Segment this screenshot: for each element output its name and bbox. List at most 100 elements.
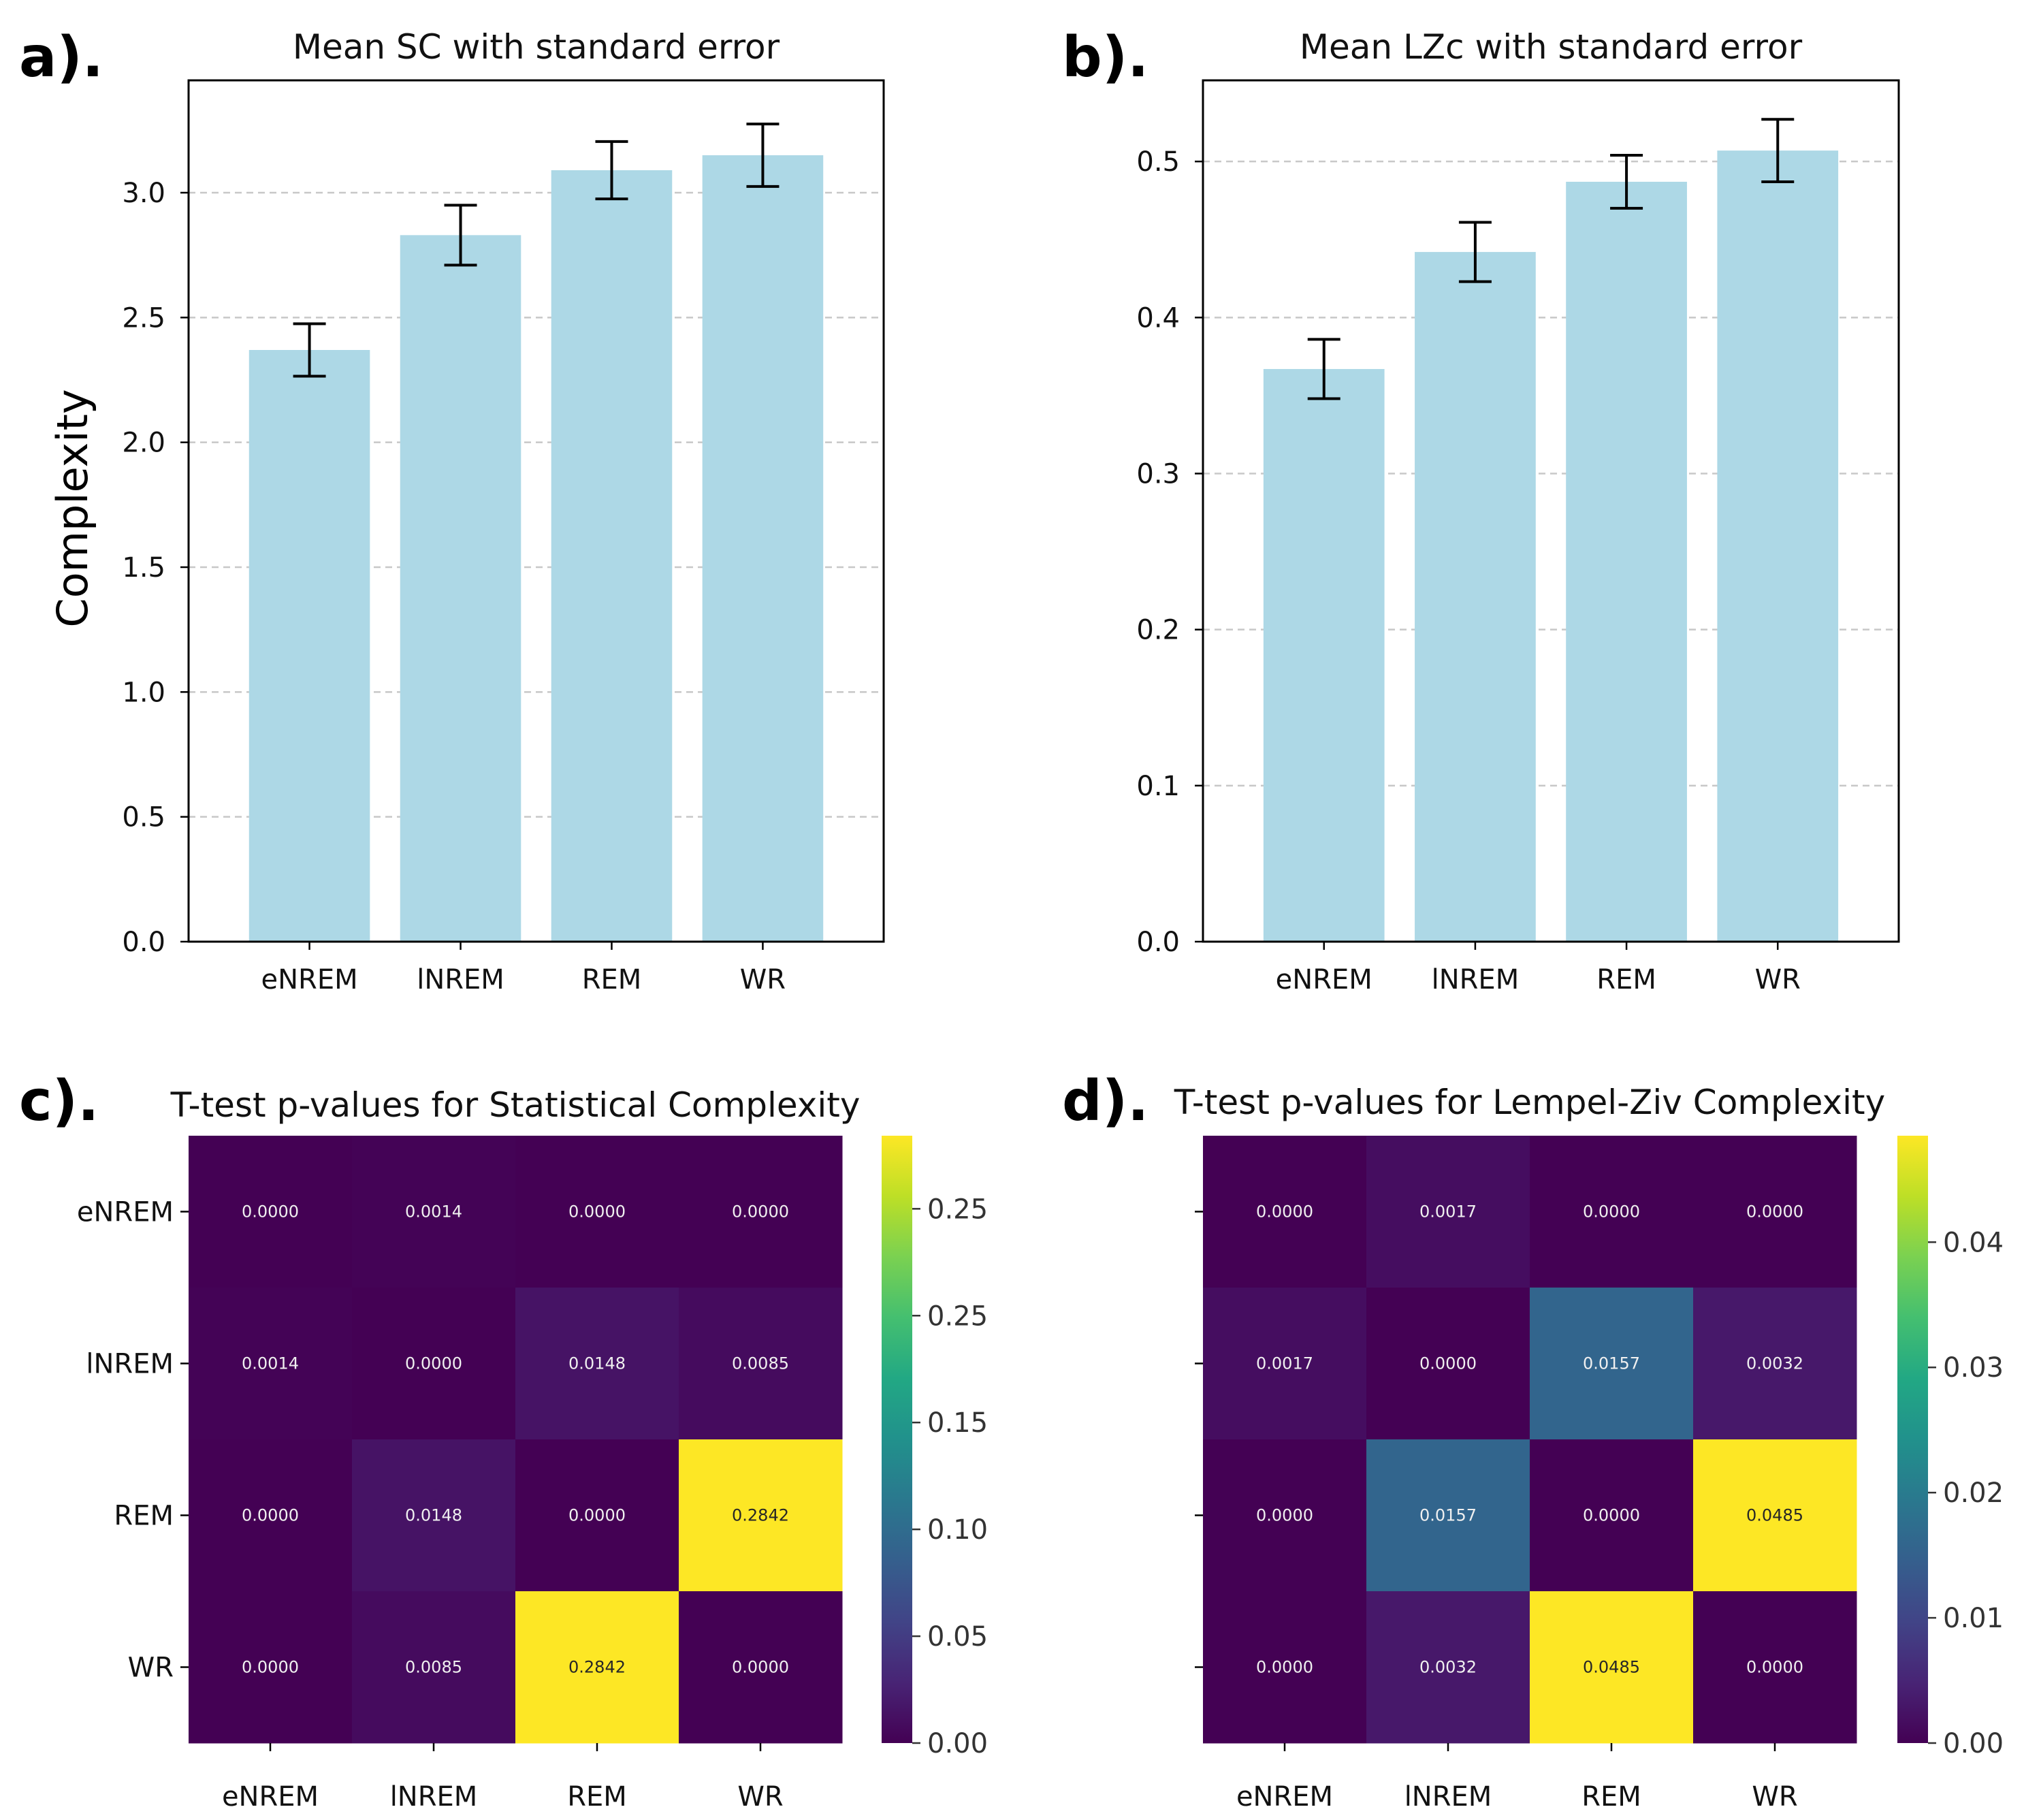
cell-value-label: 0.0000 xyxy=(732,1202,789,1222)
cell-value-label: 0.0000 xyxy=(242,1506,299,1525)
bar-lnrem xyxy=(400,235,521,942)
cell-value-label: 0.0017 xyxy=(1256,1354,1313,1373)
heatmap-cell xyxy=(515,1288,679,1440)
cell-value-label: 0.0000 xyxy=(242,1202,299,1222)
y-tick-label: 0.5 xyxy=(1136,146,1180,178)
cell-value-label: 0.0157 xyxy=(1583,1354,1640,1373)
bar-lnrem xyxy=(1415,252,1536,942)
heatmap-sc-pvalues: T-test p-values for Statistical Complexi… xyxy=(77,1085,988,1813)
panel-label-c: c). xyxy=(19,1069,99,1134)
heatmap-cell xyxy=(1366,1136,1530,1288)
heatmap-cell xyxy=(189,1136,353,1288)
cell-value-label: 0.0085 xyxy=(405,1658,462,1677)
bar-wr xyxy=(702,155,824,942)
heatmap-cell xyxy=(352,1136,516,1288)
x-tick-label: eNREM xyxy=(222,1781,319,1813)
heatmap-cell xyxy=(1530,1288,1694,1440)
y-tick-label: WR xyxy=(128,1653,174,1684)
colorbar-tick-label: 0.10 xyxy=(927,1514,988,1546)
cell-value-label: 0.0032 xyxy=(1746,1354,1803,1373)
x-tick-label: eNREM xyxy=(1276,964,1372,995)
x-tick-label: lNREM xyxy=(1432,964,1520,995)
bar-rem xyxy=(1566,181,1687,942)
heatmap-cell xyxy=(1530,1136,1694,1288)
y-tick-label: 0.1 xyxy=(1136,771,1180,802)
heatmap-cell xyxy=(515,1591,679,1744)
cell-value-label: 0.0000 xyxy=(1583,1506,1640,1525)
heatmap-cell xyxy=(679,1439,843,1592)
x-tick-label: eNREM xyxy=(261,964,358,995)
bar-chart-sc: Mean SC with standard error 0.0 0.5 1.0 1.5 2… xyxy=(48,27,885,995)
cell-value-label: 0.0000 xyxy=(732,1658,789,1677)
y-tick-label: 2.5 xyxy=(122,302,165,334)
x-tick-label: WR xyxy=(1755,964,1801,995)
heatmap-cell xyxy=(679,1591,843,1744)
heatmap-cell xyxy=(515,1439,679,1592)
heatmap-cell xyxy=(1693,1439,1857,1592)
chart-title: T-test p-values for Lempel-Ziv Complexit… xyxy=(1174,1083,1885,1122)
colorbar-tick-label: 0.01 xyxy=(1943,1603,2004,1634)
heatmap-cell xyxy=(1693,1591,1857,1744)
chart-title: Mean LZc with standard error xyxy=(1300,27,1803,67)
bar-wr xyxy=(1717,150,1839,942)
y-tick-label: 0.2 xyxy=(1136,615,1180,646)
y-tick-label: lNREM xyxy=(86,1349,174,1380)
cell-value-label: 0.0000 xyxy=(242,1658,299,1677)
x-tick-label: lNREM xyxy=(417,964,504,995)
heatmap-cell xyxy=(679,1136,843,1288)
chart-title: T-test p-values for Statistical Complexi… xyxy=(170,1085,861,1125)
y-tick-label: 1.5 xyxy=(122,552,165,584)
colorbar-tick-label: 0.05 xyxy=(927,1621,988,1653)
colorbar-tick-label: 0.25 xyxy=(927,1194,988,1225)
heatmap-cell xyxy=(1203,1591,1367,1744)
y-tick-label: 0.0 xyxy=(122,927,165,958)
heatmap-cell xyxy=(679,1288,843,1440)
heatmap-cell xyxy=(1693,1288,1857,1440)
heatmap-cell xyxy=(515,1136,679,1288)
x-tick-label: WR xyxy=(1752,1781,1797,1813)
heatmap-cell xyxy=(352,1288,516,1440)
cell-value-label: 0.0000 xyxy=(1746,1202,1803,1222)
heatmap-cell xyxy=(1530,1439,1694,1592)
cell-value-label: 0.0157 xyxy=(1419,1506,1477,1525)
heatmap-cell xyxy=(189,1288,353,1440)
colorbar-tick-label: 0.04 xyxy=(1943,1227,2004,1258)
plot-frame xyxy=(187,79,885,943)
heatmap-cell xyxy=(1366,1591,1530,1744)
cell-value-label: 0.0000 xyxy=(1256,1658,1313,1677)
cell-value-label: 0.0014 xyxy=(242,1354,299,1373)
cell-value-label: 0.0000 xyxy=(568,1506,626,1525)
plot-frame xyxy=(1202,79,1900,943)
cell-value-label: 0.0485 xyxy=(1583,1658,1640,1677)
x-tick-label: eNREM xyxy=(1236,1781,1333,1813)
cell-value-label: 0.0085 xyxy=(732,1354,789,1373)
y-tick-label: 3.0 xyxy=(122,178,165,209)
x-tick-label: REM xyxy=(567,1781,627,1813)
panel-label-d: d). xyxy=(1062,1069,1148,1134)
colorbar-tick-label: 0.02 xyxy=(1943,1478,2004,1509)
cell-value-label: 0.0014 xyxy=(405,1202,462,1222)
cell-value-label: 0.0148 xyxy=(568,1354,626,1373)
cell-value-label: 0.0485 xyxy=(1746,1506,1803,1525)
heatmap-cell xyxy=(1693,1136,1857,1288)
x-tick-label: REM xyxy=(1581,1781,1641,1813)
cell-value-label: 0.2842 xyxy=(568,1658,626,1677)
chart-title: Mean SC with standard error xyxy=(293,27,780,67)
heatmap-cell xyxy=(1203,1136,1367,1288)
colorbar-tick-label: 0.03 xyxy=(1943,1352,2004,1384)
heatmap-lzc-pvalues: T-test p-values for Lempel-Ziv Complexit… xyxy=(1174,1083,2004,1813)
cell-value-label: 0.0017 xyxy=(1419,1202,1477,1222)
bar-enrem xyxy=(1263,368,1385,942)
x-tick-label: WR xyxy=(737,1781,783,1813)
heatmap-cell xyxy=(1203,1288,1367,1440)
cell-value-label: 0.0000 xyxy=(1583,1202,1640,1222)
panel-label-a: a). xyxy=(19,25,103,90)
y-tick-label: 1.0 xyxy=(122,677,165,708)
colorbar-tick-label: 0.25 xyxy=(927,1300,988,1332)
y-tick-label: 0.3 xyxy=(1136,459,1180,490)
cell-value-label: 0.0032 xyxy=(1419,1658,1477,1677)
y-axis-label: Complexity xyxy=(48,389,97,627)
cell-value-label: 0.0000 xyxy=(568,1202,626,1222)
y-tick-label: 0.5 xyxy=(122,802,165,833)
